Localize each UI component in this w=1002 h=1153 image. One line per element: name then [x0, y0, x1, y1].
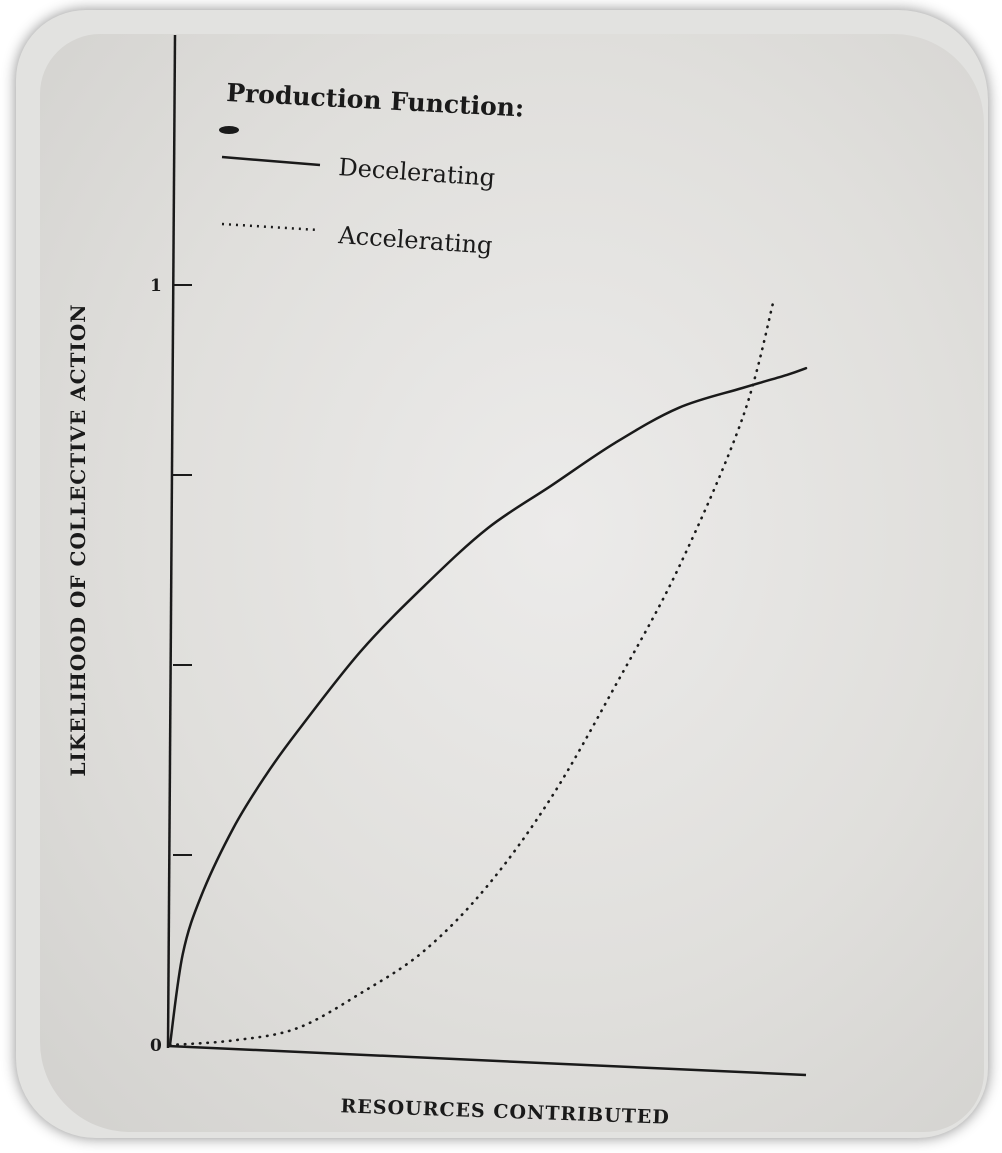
legend-mark-icon: [219, 126, 239, 134]
y-axis-title: LIKELIHOOD OF COLLECTIVE ACTION: [66, 303, 90, 776]
legend: Production Function: Decelerating Accele…: [219, 78, 525, 260]
photo-frame: [16, 10, 988, 1138]
series-line-accelerating: [168, 297, 776, 1047]
paper-page: [40, 34, 984, 1132]
legend-swatch-accelerating: [221, 222, 319, 232]
series-layer: [168, 297, 808, 1047]
series-line-decelerating: [168, 366, 808, 1047]
legend-title: Production Function:: [226, 78, 525, 123]
legend-label-accelerating: Accelerating: [337, 221, 494, 260]
y-tick-label: 1: [150, 276, 162, 296]
x-axis-title: RESOURCES CONTRIBUTED: [340, 1095, 670, 1128]
x-axis-line: [167, 1044, 807, 1077]
y-axis-ticks: 01: [150, 276, 192, 1056]
y-tick-label: 0: [150, 1036, 162, 1056]
legend-swatch-decelerating: [221, 155, 321, 167]
legend-label-decelerating: Decelerating: [338, 153, 496, 192]
y-axis-line: [166, 34, 177, 1049]
